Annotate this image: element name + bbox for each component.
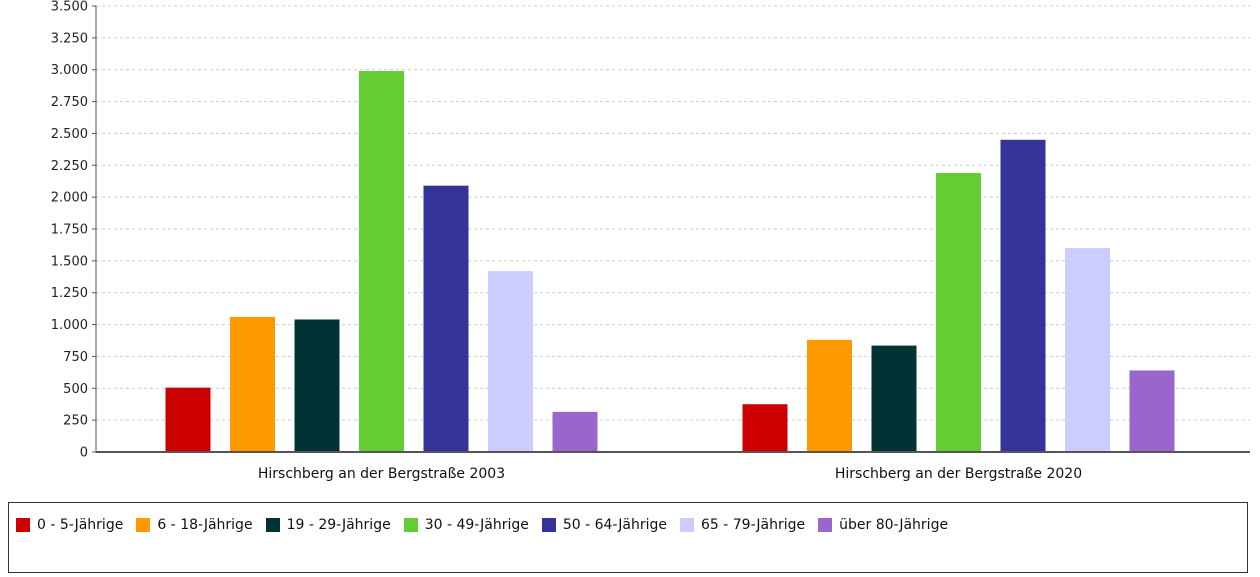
bar bbox=[230, 316, 275, 452]
bar bbox=[1000, 139, 1046, 453]
legend-label: 6 - 18-Jährige bbox=[157, 517, 253, 533]
bar bbox=[936, 172, 981, 452]
bar bbox=[807, 339, 852, 452]
bar bbox=[488, 271, 533, 452]
y-tick-label: 3.500 bbox=[51, 0, 88, 15]
legend-label: 65 - 79-Jährige bbox=[700, 517, 806, 533]
bars bbox=[165, 70, 1175, 453]
legend-swatch bbox=[679, 518, 694, 532]
legend-swatch bbox=[265, 518, 280, 532]
legend-label: 30 - 49-Jährige bbox=[424, 517, 529, 533]
x-category-label: Hirschberg an der Bergstraße 2020 bbox=[835, 466, 1082, 482]
bar bbox=[871, 345, 917, 452]
bar bbox=[552, 411, 598, 452]
bar bbox=[742, 404, 788, 452]
legend-item: 30 - 49-Jährige bbox=[403, 511, 529, 539]
legend-swatch bbox=[136, 518, 151, 532]
legend-item: 65 - 79-Jährige bbox=[679, 511, 806, 539]
legend-swatch bbox=[541, 518, 556, 532]
y-tick-label: 1.500 bbox=[51, 254, 88, 269]
y-tick-label: 2.250 bbox=[51, 159, 88, 174]
legend-item: 0 - 5-Jährige bbox=[16, 511, 123, 539]
legend-label: über 80-Jährige bbox=[839, 517, 949, 533]
y-tick-label: 3.000 bbox=[51, 63, 88, 78]
y-tick-label: 2.500 bbox=[51, 127, 88, 142]
y-tick-label: 2.000 bbox=[51, 191, 88, 206]
y-tick-label: 1.000 bbox=[51, 318, 88, 333]
bar bbox=[165, 387, 211, 452]
legend-swatch bbox=[16, 518, 30, 532]
grid-lines bbox=[96, 5, 1250, 421]
legend-item: über 80-Jährige bbox=[818, 511, 948, 539]
bar bbox=[294, 319, 340, 452]
legend-item: 6 - 18-Jährige bbox=[136, 511, 253, 539]
legend-item: 19 - 29-Jährige bbox=[265, 511, 391, 539]
y-axis: 0 250 500 750 1.000 1.250 1.500 1.750 2.000 2.250… bbox=[51, 0, 97, 461]
legend-label: 19 - 29-Jährige bbox=[286, 517, 391, 533]
legend: 0 - 5-Jährige 6 - 18-Jährige 19 - 29-Jähri… bbox=[8, 502, 1248, 573]
bar-chart: 0 250 500 750 1.000 1.250 1.500 1.750 2.000 2.250… bbox=[51, 0, 1250, 482]
legend-label: 0 - 5-Jährige bbox=[37, 517, 124, 533]
bar bbox=[1065, 248, 1110, 452]
bar bbox=[423, 185, 469, 452]
x-axis: Hirschberg an der Bergstraße 2003 Hirschb… bbox=[96, 451, 1250, 482]
legend-item: 50 - 64-Jährige bbox=[541, 511, 667, 539]
legend-label: 50 - 64-Jährige bbox=[562, 517, 667, 533]
y-tick-label: 0 bbox=[80, 446, 88, 461]
y-tick-label: 2.750 bbox=[51, 95, 88, 110]
bar bbox=[359, 70, 404, 452]
bar bbox=[1129, 370, 1175, 452]
y-tick-label: 250 bbox=[63, 414, 88, 429]
legend-swatch bbox=[403, 518, 418, 532]
x-category-label: Hirschberg an der Bergstraße 2003 bbox=[258, 466, 505, 482]
y-tick-label: 500 bbox=[63, 382, 88, 397]
legend-swatch bbox=[818, 518, 833, 532]
y-tick-label: 1.750 bbox=[51, 223, 88, 238]
y-tick-label: 3.250 bbox=[51, 31, 88, 46]
y-tick-label: 1.250 bbox=[51, 286, 88, 301]
y-tick-label: 750 bbox=[63, 350, 88, 365]
